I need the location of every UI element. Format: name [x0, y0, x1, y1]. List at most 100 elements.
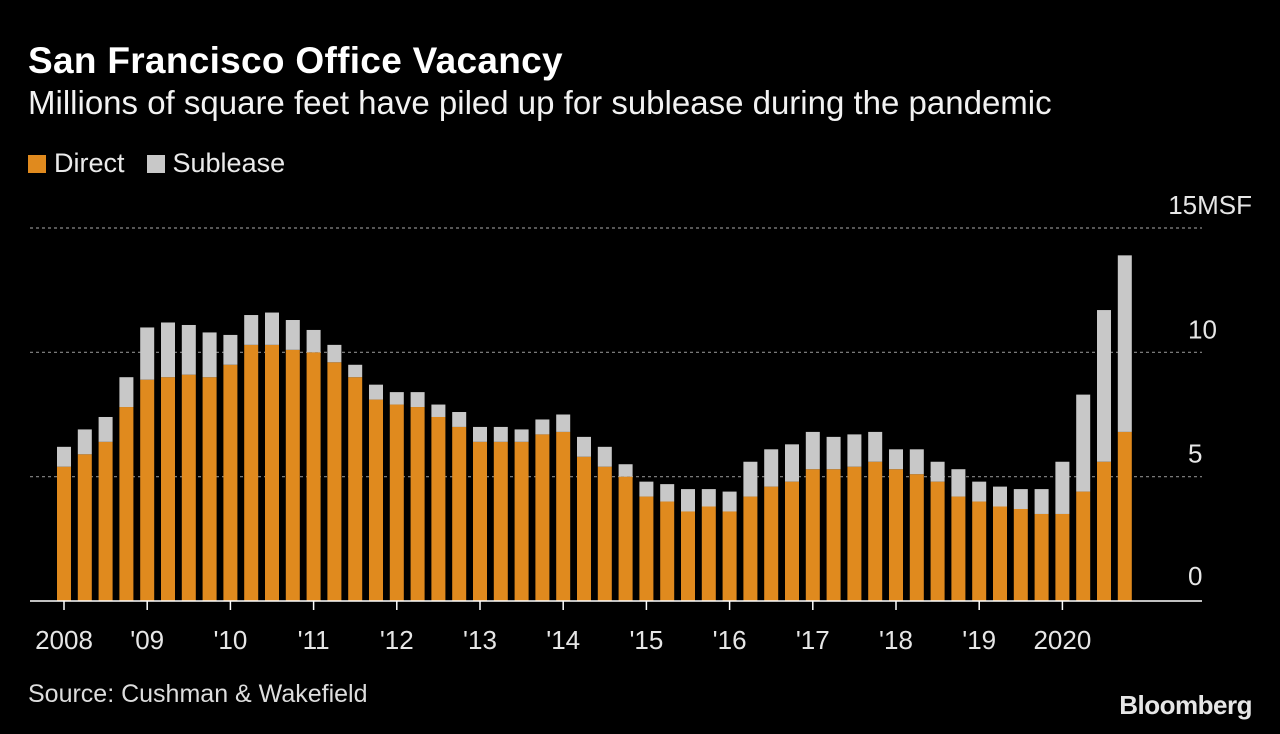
bar-sublease-31 — [701, 489, 716, 507]
bar-direct-4 — [140, 379, 155, 601]
bar-sublease-6 — [181, 324, 196, 375]
bar-direct-15 — [369, 399, 383, 601]
bar-direct-46 — [1013, 508, 1028, 601]
x-tick-label-16: '12 — [380, 625, 414, 655]
bar-sublease-50 — [1097, 310, 1111, 462]
bar-direct-12 — [306, 352, 321, 601]
bar-direct-6 — [181, 374, 196, 601]
bar-direct-3 — [119, 407, 134, 601]
bar-sublease-27 — [618, 464, 633, 477]
x-tick-label-4: '09 — [130, 625, 164, 655]
bar-sublease-3 — [119, 377, 134, 408]
bar-sublease-1 — [77, 429, 92, 455]
bar-sublease-8 — [223, 334, 238, 365]
bar-direct-11 — [285, 349, 300, 601]
bar-sublease-39 — [868, 431, 883, 462]
bar-direct-28 — [639, 496, 654, 601]
bar-direct-32 — [722, 511, 737, 601]
bar-sublease-38 — [847, 434, 862, 467]
bar-direct-0 — [57, 466, 71, 601]
bar-direct-1 — [77, 454, 92, 601]
bar-direct-7 — [202, 377, 217, 601]
x-tick-label-24: '14 — [546, 625, 580, 655]
bar-sublease-20 — [473, 426, 487, 442]
bar-direct-2 — [98, 441, 113, 601]
bar-sublease-48 — [1055, 461, 1070, 514]
chart-subtitle: Millions of square feet have piled up fo… — [28, 84, 1052, 121]
bar-sublease-33 — [743, 461, 758, 497]
x-tick-label-28: '15 — [629, 625, 663, 655]
bar-sublease-29 — [660, 484, 675, 502]
bar-sublease-51 — [1117, 255, 1132, 432]
legend-swatch-direct — [28, 154, 46, 173]
x-tick-label-20: '13 — [463, 625, 497, 655]
x-tick-label-44: '19 — [962, 625, 996, 655]
bar-sublease-42 — [930, 461, 945, 482]
bar-direct-40 — [889, 469, 903, 601]
bar-sublease-41 — [909, 449, 924, 475]
bar-direct-31 — [701, 506, 716, 601]
bar-direct-50 — [1097, 461, 1111, 601]
legend-label-sublease: Sublease — [172, 148, 286, 178]
bar-sublease-40 — [889, 449, 903, 470]
bar-direct-24 — [556, 431, 571, 601]
bar-sublease-46 — [1013, 489, 1028, 509]
x-tick-label-12: '11 — [298, 625, 330, 655]
bar-sublease-45 — [993, 486, 1007, 507]
bar-direct-38 — [847, 466, 862, 601]
bar-direct-17 — [410, 407, 425, 601]
source-note: Source: Cushman & Wakefield — [28, 680, 368, 708]
x-tick-label-0: 2008 — [35, 625, 93, 655]
bar-sublease-4 — [140, 327, 155, 380]
bar-direct-19 — [452, 426, 467, 601]
bar-direct-41 — [909, 474, 924, 601]
bar-direct-36 — [805, 469, 820, 601]
x-tick-label-32: '16 — [713, 625, 747, 655]
bar-direct-30 — [681, 511, 695, 601]
bar-direct-26 — [597, 466, 612, 601]
bar-sublease-24 — [556, 414, 571, 432]
bar-direct-10 — [265, 344, 279, 601]
legend-item-sublease: Sublease — [146, 148, 286, 179]
legend-swatch-sublease — [146, 154, 165, 173]
bar-direct-39 — [868, 461, 883, 601]
x-tick-label-8: '10 — [213, 625, 247, 655]
bar-sublease-35 — [785, 444, 799, 482]
bar-direct-22 — [514, 441, 529, 601]
bar-direct-35 — [785, 481, 799, 601]
bar-direct-42 — [930, 481, 945, 601]
bar-sublease-21 — [493, 426, 508, 442]
bar-sublease-22 — [514, 429, 529, 442]
bar-sublease-5 — [161, 322, 175, 378]
bar-sublease-17 — [410, 392, 425, 408]
bar-sublease-34 — [764, 449, 779, 487]
y-tick-label-0: 0 — [1188, 561, 1202, 591]
bar-direct-25 — [577, 456, 591, 601]
bar-direct-44 — [972, 501, 987, 601]
bar-sublease-13 — [327, 344, 342, 363]
bar-sublease-36 — [805, 431, 820, 470]
bar-direct-29 — [660, 501, 675, 601]
x-tick-label-36: '17 — [796, 625, 830, 655]
bar-sublease-14 — [348, 364, 363, 378]
legend-label-direct: Direct — [54, 148, 125, 178]
x-tick-label-40: '18 — [879, 625, 913, 655]
y-tick-label-10: 10 — [1188, 314, 1217, 344]
bar-direct-43 — [951, 496, 966, 601]
bar-direct-21 — [493, 441, 508, 601]
bar-direct-34 — [764, 486, 779, 601]
bar-direct-18 — [431, 416, 446, 601]
bar-sublease-16 — [389, 392, 404, 405]
bar-sublease-19 — [452, 412, 467, 427]
bar-sublease-18 — [431, 404, 446, 417]
bar-sublease-47 — [1034, 489, 1049, 514]
bar-direct-14 — [348, 377, 363, 601]
y-tick-label-15: 15MSF — [1168, 190, 1252, 220]
bar-direct-27 — [618, 476, 633, 601]
legend-item-direct: Direct — [28, 148, 125, 179]
bar-sublease-9 — [244, 315, 259, 345]
bar-sublease-23 — [535, 419, 550, 435]
bar-direct-47 — [1034, 513, 1049, 601]
bar-sublease-2 — [98, 416, 113, 442]
bloomberg-logo: Bloomberg — [1119, 690, 1252, 720]
